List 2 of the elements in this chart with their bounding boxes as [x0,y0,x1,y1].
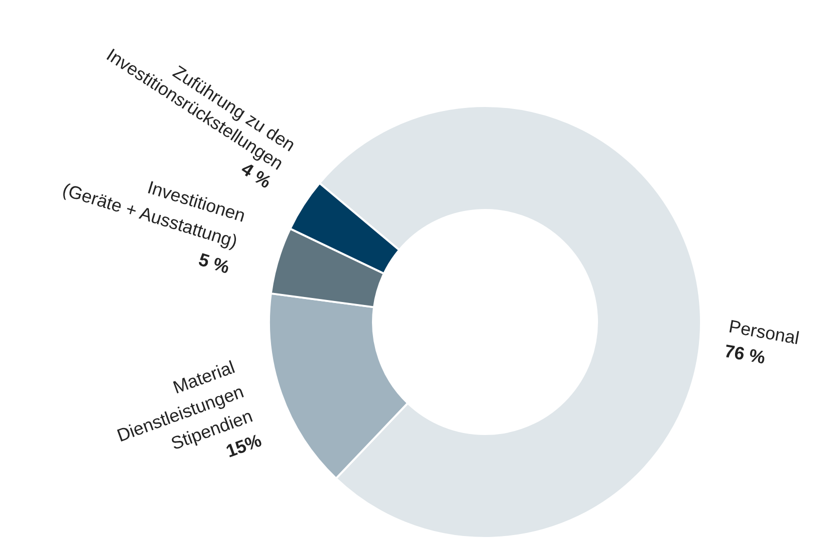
data-label: 76 % [722,340,767,368]
data-label: 5 % [196,249,232,278]
